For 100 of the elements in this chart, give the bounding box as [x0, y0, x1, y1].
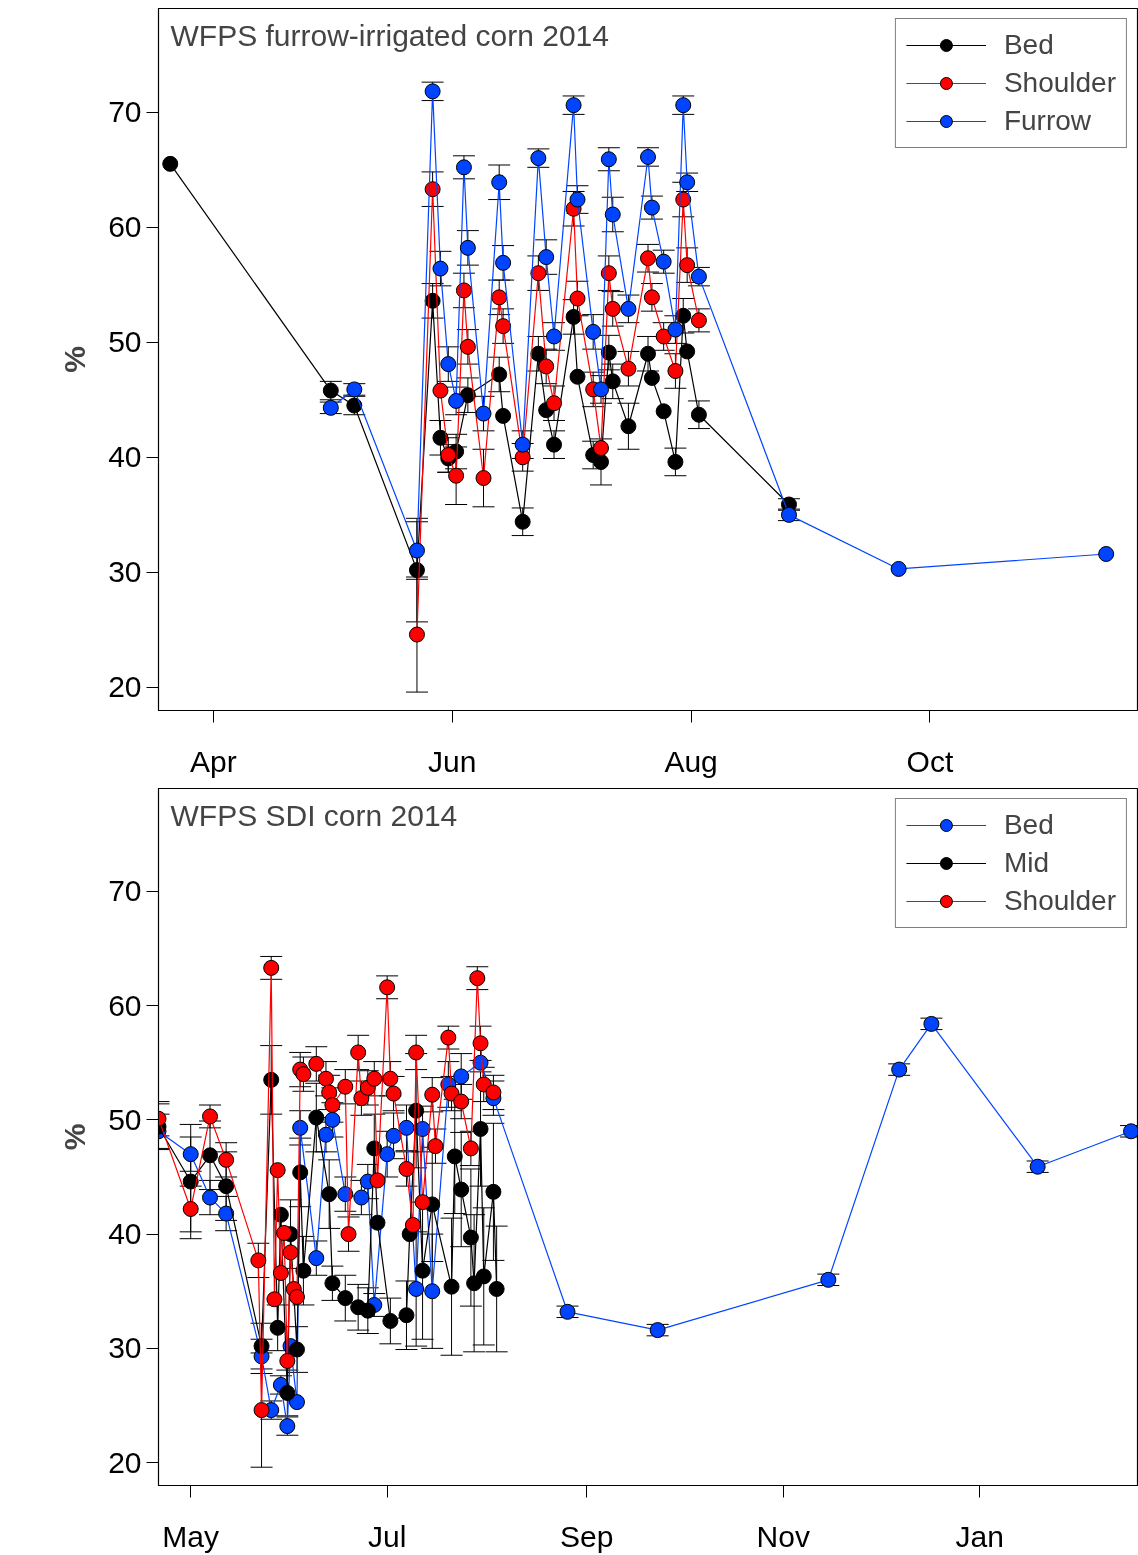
point: [655, 328, 672, 345]
point: [288, 1341, 305, 1358]
point: [218, 1178, 235, 1195]
point: [398, 1119, 415, 1136]
point: [923, 1015, 940, 1032]
point: [604, 373, 621, 390]
point: [424, 1086, 441, 1103]
point: [679, 343, 696, 360]
point: [1123, 1123, 1138, 1140]
point: [620, 300, 637, 317]
point: [269, 1162, 286, 1179]
point: [593, 381, 610, 398]
point: [432, 260, 449, 277]
point: [324, 1111, 341, 1128]
point: [890, 560, 907, 577]
point: [162, 155, 179, 172]
point: [279, 1352, 296, 1369]
point: [649, 1322, 666, 1339]
point: [398, 1161, 415, 1177]
point: [269, 1319, 286, 1336]
point: [182, 1201, 199, 1217]
point: [546, 328, 563, 345]
point: [620, 360, 637, 377]
y-tick-label: 70: [108, 874, 142, 908]
point: [404, 1217, 421, 1233]
point: [408, 1044, 425, 1061]
point: [459, 239, 476, 256]
point: [546, 436, 563, 453]
point: [288, 1288, 305, 1305]
point: [295, 1066, 312, 1083]
point: [891, 1061, 908, 1078]
point: [202, 1189, 219, 1206]
point: [780, 506, 797, 523]
point: [569, 191, 586, 208]
point: [640, 345, 656, 362]
point: [432, 429, 449, 446]
x-tick-label: Jan: [955, 1519, 1004, 1553]
point: [565, 308, 582, 325]
legend-label: Furrow: [1003, 105, 1092, 137]
point: [475, 405, 492, 422]
point: [408, 626, 425, 643]
point: [414, 1194, 431, 1211]
chart-title: WFPS furrow-irrigated corn 2014: [170, 18, 609, 52]
point: [485, 1183, 502, 1200]
point: [440, 356, 457, 373]
point: [308, 1250, 325, 1267]
point: [640, 250, 656, 267]
y-tick-label: 70: [108, 95, 142, 129]
point: [472, 1035, 489, 1052]
point: [385, 1127, 402, 1144]
point: [655, 403, 672, 420]
point: [820, 1271, 837, 1288]
point: [279, 1384, 296, 1401]
y-tick-label: 50: [108, 325, 142, 359]
point: [514, 513, 531, 530]
point: [382, 1312, 399, 1329]
point: [604, 206, 621, 223]
point: [337, 1078, 354, 1095]
point: [182, 1173, 199, 1190]
point: [643, 369, 660, 386]
point: [282, 1244, 299, 1261]
point: [288, 1394, 305, 1411]
point: [667, 363, 684, 379]
point: [495, 254, 512, 271]
point: [398, 1307, 415, 1324]
y-tick-label: 50: [108, 1102, 142, 1136]
point: [459, 338, 476, 355]
point: [385, 1085, 402, 1102]
point: [353, 1189, 370, 1206]
point: [266, 1291, 283, 1308]
point: [379, 1146, 396, 1163]
point: [295, 1262, 312, 1279]
x-tick-label: Apr: [189, 744, 237, 778]
point: [350, 1044, 367, 1061]
point: [643, 289, 660, 306]
y-tick-label: 30: [108, 1331, 142, 1365]
y-axis-title: %: [58, 1123, 92, 1151]
point: [292, 1164, 309, 1181]
point: [322, 399, 339, 416]
point: [453, 1093, 470, 1110]
point: [530, 265, 547, 282]
point: [475, 1268, 492, 1285]
point: [1098, 546, 1115, 562]
point: [585, 323, 602, 340]
point: [324, 1275, 341, 1292]
x-tick-label: Oct: [906, 744, 954, 778]
point: [446, 1148, 463, 1165]
point: [346, 381, 363, 398]
point: [593, 440, 610, 457]
point: [475, 470, 492, 487]
y-tick-label: 20: [108, 1445, 142, 1479]
point: [569, 368, 586, 385]
point: [382, 1070, 399, 1087]
y-tick-label: 60: [108, 210, 142, 244]
point: [495, 318, 512, 335]
point: [491, 289, 508, 306]
y-axis-title: %: [58, 346, 92, 373]
point: [414, 1262, 431, 1279]
point: [448, 392, 465, 409]
point: [369, 1214, 386, 1231]
